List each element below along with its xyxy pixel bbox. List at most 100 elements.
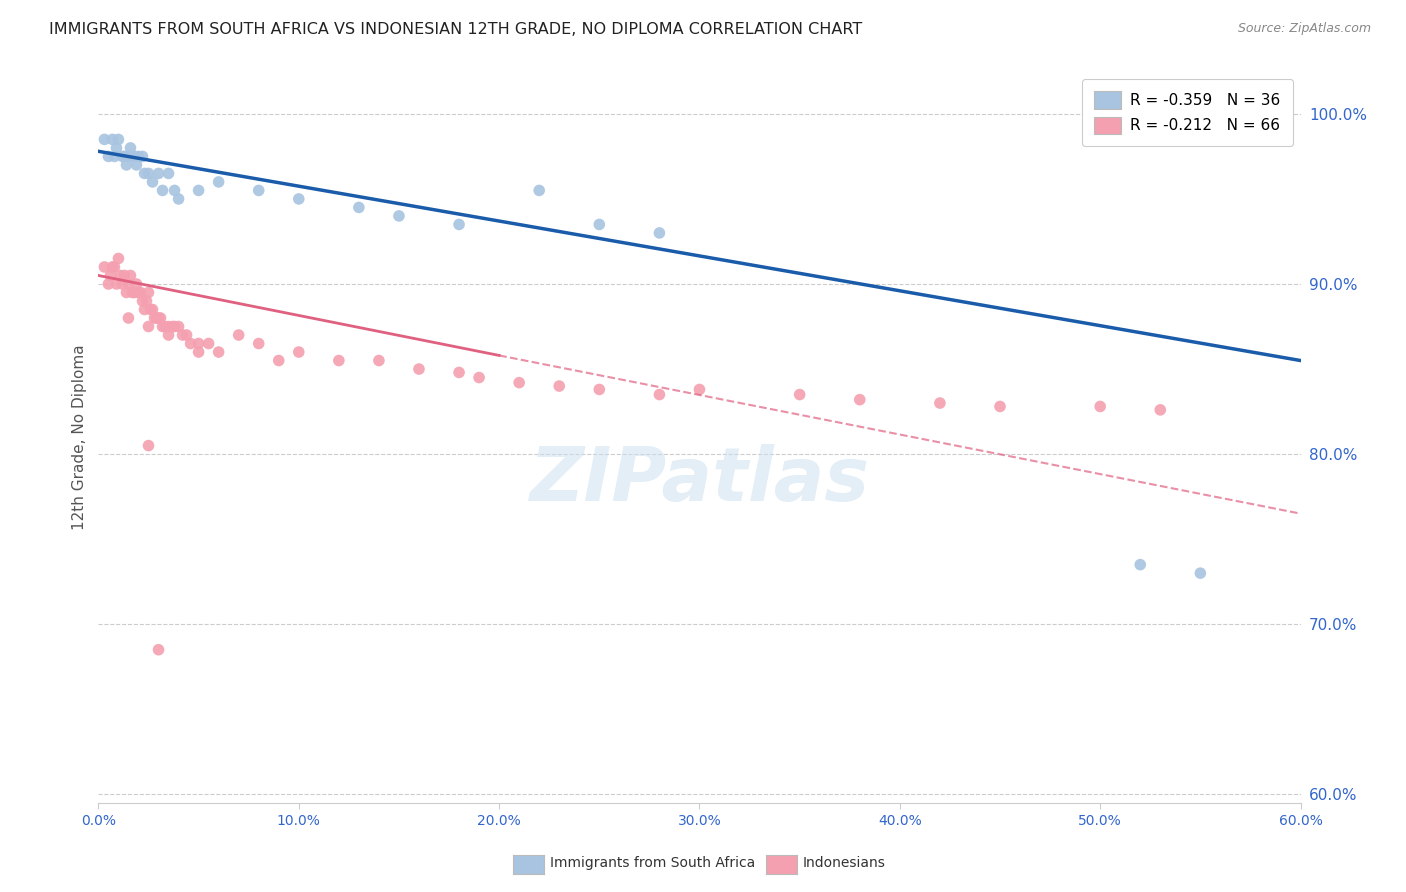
Point [117,311,139,326]
Point [152,319,174,334]
Point [288,345,311,359]
Point [288,192,311,206]
Point [138,285,160,300]
Point [93,260,115,274]
Point [1129,558,1152,572]
Point [153,319,176,334]
Text: IMMIGRANTS FROM SOUTH AFRICA VS INDONESIAN 12TH GRADE, NO DIPLOMA CORRELATION CH: IMMIGRANTS FROM SOUTH AFRICA VS INDONESI… [49,22,862,37]
Point [187,183,209,197]
Point [120,141,142,155]
Point [148,642,170,657]
Point [789,387,811,401]
Point [508,376,530,390]
Point [134,166,156,180]
Point [128,149,150,163]
Point [115,158,138,172]
Point [157,319,180,334]
Point [180,336,202,351]
Point [148,166,170,180]
Point [105,277,128,291]
Point [208,345,231,359]
Point [97,277,120,291]
Point [689,383,711,397]
Point [138,439,160,453]
Point [152,183,174,197]
Point [114,268,136,283]
Point [548,379,571,393]
Point [101,260,124,274]
Point [1189,566,1212,581]
Point [849,392,872,407]
Point [134,302,156,317]
Point [93,132,115,146]
Point [111,277,134,291]
Point [197,336,219,351]
Point [138,166,160,180]
Point [117,277,139,291]
Point [149,311,172,326]
Legend: R = -0.359   N = 36, R = -0.212   N = 66: R = -0.359 N = 36, R = -0.212 N = 66 [1081,79,1294,146]
Point [388,209,411,223]
Point [208,175,231,189]
Point [121,285,143,300]
Point [103,149,125,163]
Point [107,252,129,266]
Point [125,277,148,291]
Y-axis label: 12th Grade, No Diploma: 12th Grade, No Diploma [72,344,87,530]
Point [187,345,209,359]
Point [148,311,170,326]
Point [105,141,128,155]
Point [247,183,270,197]
Point [131,149,153,163]
Point [110,268,132,283]
Point [125,158,148,172]
Point [347,201,370,215]
Point [129,285,152,300]
Point [648,226,671,240]
Point [167,319,190,334]
Point [247,336,270,351]
Point [117,149,139,163]
Point [172,328,194,343]
Point [115,285,138,300]
Point [157,328,180,343]
Point [228,328,250,343]
Point [1088,400,1111,414]
Point [588,218,610,232]
Point [267,353,290,368]
Point [468,370,491,384]
Point [929,396,952,410]
Point [176,328,198,343]
Text: ZIPatlas: ZIPatlas [530,444,869,517]
Point [103,260,125,274]
Point [135,293,157,308]
Point [124,285,146,300]
Point [529,183,551,197]
Point [447,218,470,232]
Point [101,132,124,146]
Point [163,183,186,197]
Point [162,319,184,334]
Point [100,268,122,283]
Text: Immigrants from South Africa: Immigrants from South Africa [550,856,755,871]
Point [167,192,190,206]
Point [128,285,150,300]
Point [121,149,143,163]
Point [138,319,160,334]
Point [124,149,146,163]
Point [145,311,167,326]
Point [141,175,163,189]
Text: Indonesians: Indonesians [803,856,886,871]
Point [588,383,610,397]
Point [328,353,350,368]
Point [107,132,129,146]
Point [111,149,134,163]
Point [114,149,136,163]
Point [648,387,671,401]
Point [187,336,209,351]
Text: Source: ZipAtlas.com: Source: ZipAtlas.com [1237,22,1371,36]
Point [139,302,162,317]
Point [1149,402,1171,417]
Point [163,319,186,334]
Point [141,302,163,317]
